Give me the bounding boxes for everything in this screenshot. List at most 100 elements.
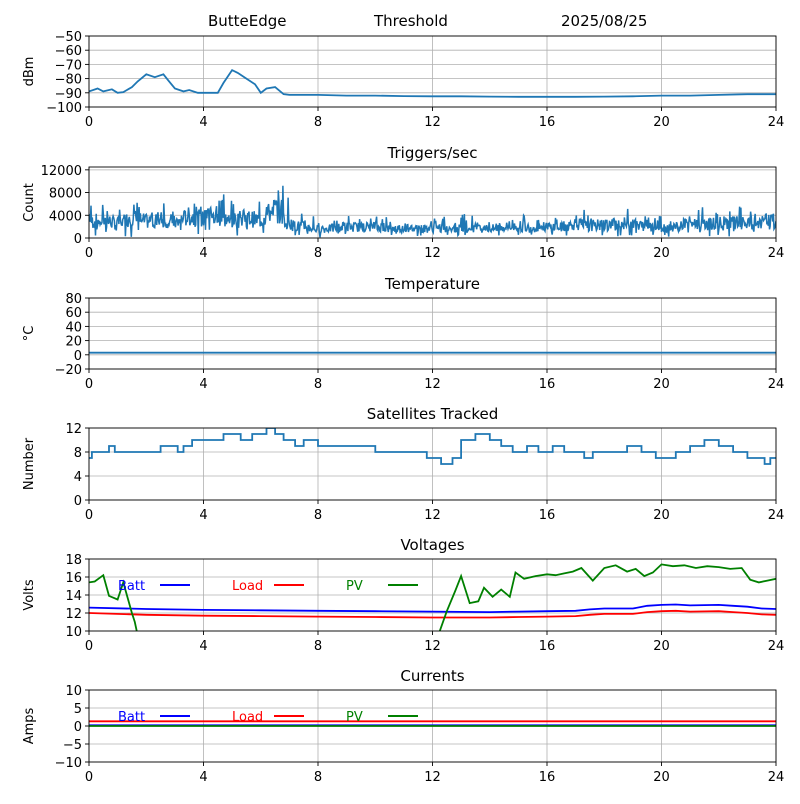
x-tick-label: 20 [653, 377, 670, 392]
axes-frame [88, 558, 777, 632]
x-tick-label: 12 [424, 639, 441, 654]
x-tick-label: 20 [653, 770, 670, 785]
x-tick-label: 4 [199, 639, 207, 654]
x-tick-label: 24 [768, 639, 785, 654]
x-tick-label: 16 [539, 377, 556, 392]
y-tick-label: −80 [55, 73, 82, 88]
x-tick-label: 4 [199, 115, 207, 130]
x-tick-label: 12 [424, 377, 441, 392]
series-group [89, 68, 776, 98]
y-tick-label: 80 [65, 292, 82, 307]
legend-label-batt: Batt [118, 710, 145, 725]
panel-1: 0 4 8 12 16 20 24 −50−60−70−80−90−100 dBm [22, 30, 784, 130]
x-tick-label: 24 [768, 770, 785, 785]
x-tick-label: 16 [539, 508, 556, 523]
x-tick-label: 16 [539, 115, 556, 130]
y-tick-label: 8 [74, 446, 82, 461]
panel-title: Triggers/sec [387, 144, 478, 162]
y-axis-label: Amps [22, 707, 37, 744]
x-tick-label: 12 [424, 246, 441, 261]
x-tick-label: 24 [768, 246, 785, 261]
x-tick-label: 0 [85, 508, 93, 523]
y-tick-label: 5 [74, 702, 82, 717]
legend-label-batt: Batt [118, 579, 145, 594]
y-tick-label: 14 [65, 589, 82, 604]
y-axis-label: Volts [22, 579, 37, 611]
y-tick-label: 4000 [49, 209, 82, 224]
x-tick-label: 20 [653, 115, 670, 130]
y-axis-label: Number [22, 437, 37, 490]
y-tick-label: −70 [55, 58, 82, 73]
y-tick-label: −20 [55, 363, 82, 378]
y-tick-label: −10 [55, 756, 82, 771]
y-tick-label: 10 [65, 625, 82, 640]
y-tick-label: 12000 [41, 164, 82, 179]
x-tick-label: 0 [85, 246, 93, 261]
series-line-load [89, 609, 776, 619]
y-tick-label: 10 [65, 684, 82, 699]
x-tick-label: 8 [314, 115, 322, 130]
axes-frame [88, 689, 777, 763]
y-axis-label: °C [22, 326, 37, 342]
panel-title: Voltages [400, 536, 464, 554]
y-tick-label: 0 [74, 494, 82, 509]
axes-frame [88, 35, 777, 108]
y-tick-label: 40 [65, 320, 82, 335]
panel-title: Satellites Tracked [367, 405, 498, 423]
x-tick-label: 16 [539, 770, 556, 785]
series-group [89, 720, 776, 727]
y-tick-label: 18 [65, 553, 82, 568]
series-line-batt [89, 603, 776, 614]
x-tick-label: 12 [424, 770, 441, 785]
y-tick-label: 0 [74, 232, 82, 247]
axes-frame [88, 297, 777, 370]
x-tick-label: 20 [653, 639, 670, 654]
y-tick-label: 12 [65, 422, 82, 437]
x-tick-label: 12 [424, 508, 441, 523]
series-group [89, 185, 776, 238]
y-tick-label: 60 [65, 306, 82, 321]
y-axis-label: Count [22, 183, 37, 222]
y-tick-label: 0 [74, 720, 82, 735]
legend-label-load: Load [232, 710, 263, 725]
x-tick-label: 4 [199, 770, 207, 785]
x-tick-label: 16 [539, 639, 556, 654]
x-tick-label: 0 [85, 115, 93, 130]
panel-title: Temperature [384, 275, 480, 293]
y-tick-label: 16 [65, 571, 82, 586]
y-tick-label: −100 [46, 101, 82, 116]
station-name: ButteEdge [208, 12, 287, 30]
y-tick-label: 20 [65, 335, 82, 350]
x-tick-label: 4 [199, 377, 207, 392]
series-line [89, 68, 776, 98]
series-line [89, 428, 776, 465]
y-tick-label: 12 [65, 607, 82, 622]
x-tick-label: 24 [768, 508, 785, 523]
y-tick-label: 0 [74, 349, 82, 364]
series-line-pv [89, 563, 776, 631]
legend-label-pv: PV [346, 710, 363, 725]
y-tick-label: 4 [74, 470, 82, 485]
legend-label-load: Load [232, 579, 263, 594]
legend-label-pv: PV [346, 579, 363, 594]
panel-4: 0 4 8 12 16 20 24 0 4 8 12 Satellites Tracked Number [22, 405, 784, 523]
series-line [89, 185, 776, 238]
x-tick-label: 12 [424, 115, 441, 130]
x-tick-label: 4 [199, 508, 207, 523]
x-tick-label: 4 [199, 246, 207, 261]
series-group [89, 428, 776, 465]
y-tick-label: 8000 [49, 187, 82, 202]
report-date: 2025/08/25 [561, 12, 647, 30]
series-group [89, 563, 776, 631]
panel-6: 0 4 8 12 16 20 24 −10 −5 0 5 10 Currents Amps Batt Load… [22, 667, 784, 785]
x-tick-label: 24 [768, 377, 785, 392]
y-tick-label: −50 [55, 30, 82, 45]
x-tick-label: 8 [314, 770, 322, 785]
axes-frame [88, 166, 777, 239]
x-tick-label: 0 [85, 377, 93, 392]
x-tick-label: 8 [314, 377, 322, 392]
panel-title: Currents [400, 667, 464, 685]
